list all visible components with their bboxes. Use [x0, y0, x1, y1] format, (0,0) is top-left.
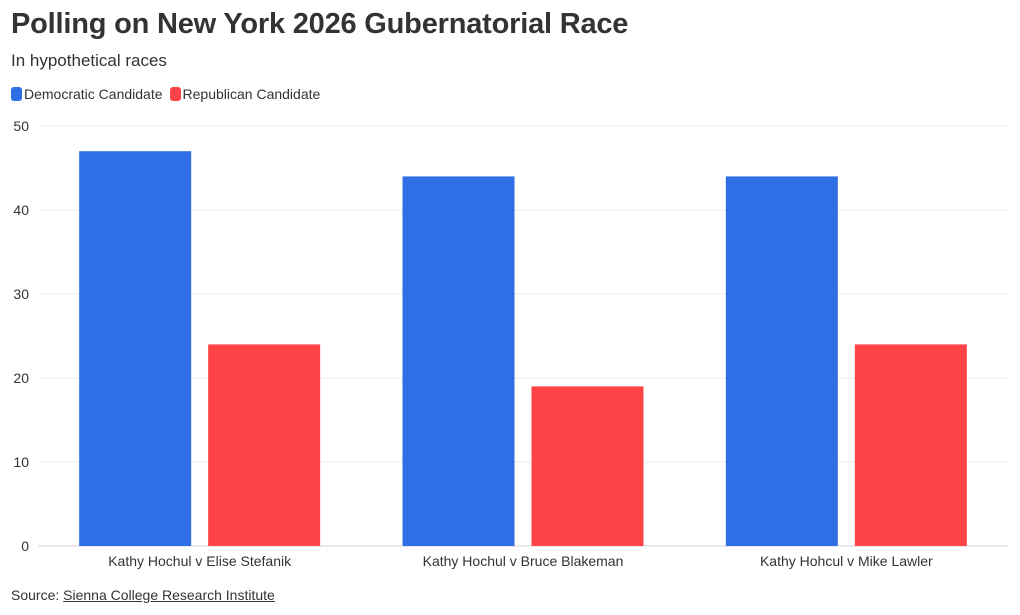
y-tick-label: 10 [13, 454, 29, 470]
legend-label-republican: Republican Candidate [182, 86, 321, 102]
bar-chart: 0 10 20 30 40 50 Kathy Hochul v Elise Stefanik… [13, 118, 1008, 569]
legend-swatch-republican [169, 87, 181, 101]
y-tick-label: 20 [13, 370, 29, 386]
y-tick-label: 30 [13, 286, 29, 302]
source-note: Source: Sienna College Research Institut… [11, 587, 275, 603]
x-tick-label: Kathy Hochul v Elise Stefanik [108, 553, 292, 569]
x-tick-label: Kathy Hohcul v Mike Lawler [760, 553, 933, 569]
source-prefix: Source: [11, 587, 60, 603]
chart-subtitle: In hypothetical races [11, 51, 167, 70]
bar-democratic-2 [725, 176, 838, 546]
chart-title: Polling on New York 2026 Gubernatorial R… [11, 8, 629, 40]
bar-republican-1 [531, 386, 644, 546]
y-tick-label: 50 [13, 118, 29, 134]
source-link[interactable]: Sienna College Research Institute [63, 587, 275, 603]
legend: Democratic Candidate Republican Candidat… [11, 86, 327, 102]
x-tick-label: Kathy Hochul v Bruce Blakeman [423, 553, 624, 569]
legend-item-republican[interactable]: Republican Candidate [169, 86, 321, 102]
legend-swatch-democratic [11, 87, 22, 101]
bar-democratic-0 [79, 151, 192, 546]
bar-republican-2 [854, 344, 967, 546]
bar-republican-0 [208, 344, 321, 546]
y-tick-label: 0 [21, 538, 29, 554]
y-tick-label: 40 [13, 202, 29, 218]
legend-label-democratic: Democratic Candidate [24, 86, 163, 102]
legend-item-democratic[interactable]: Democratic Candidate [11, 86, 163, 102]
bar-democratic-1 [402, 176, 515, 546]
